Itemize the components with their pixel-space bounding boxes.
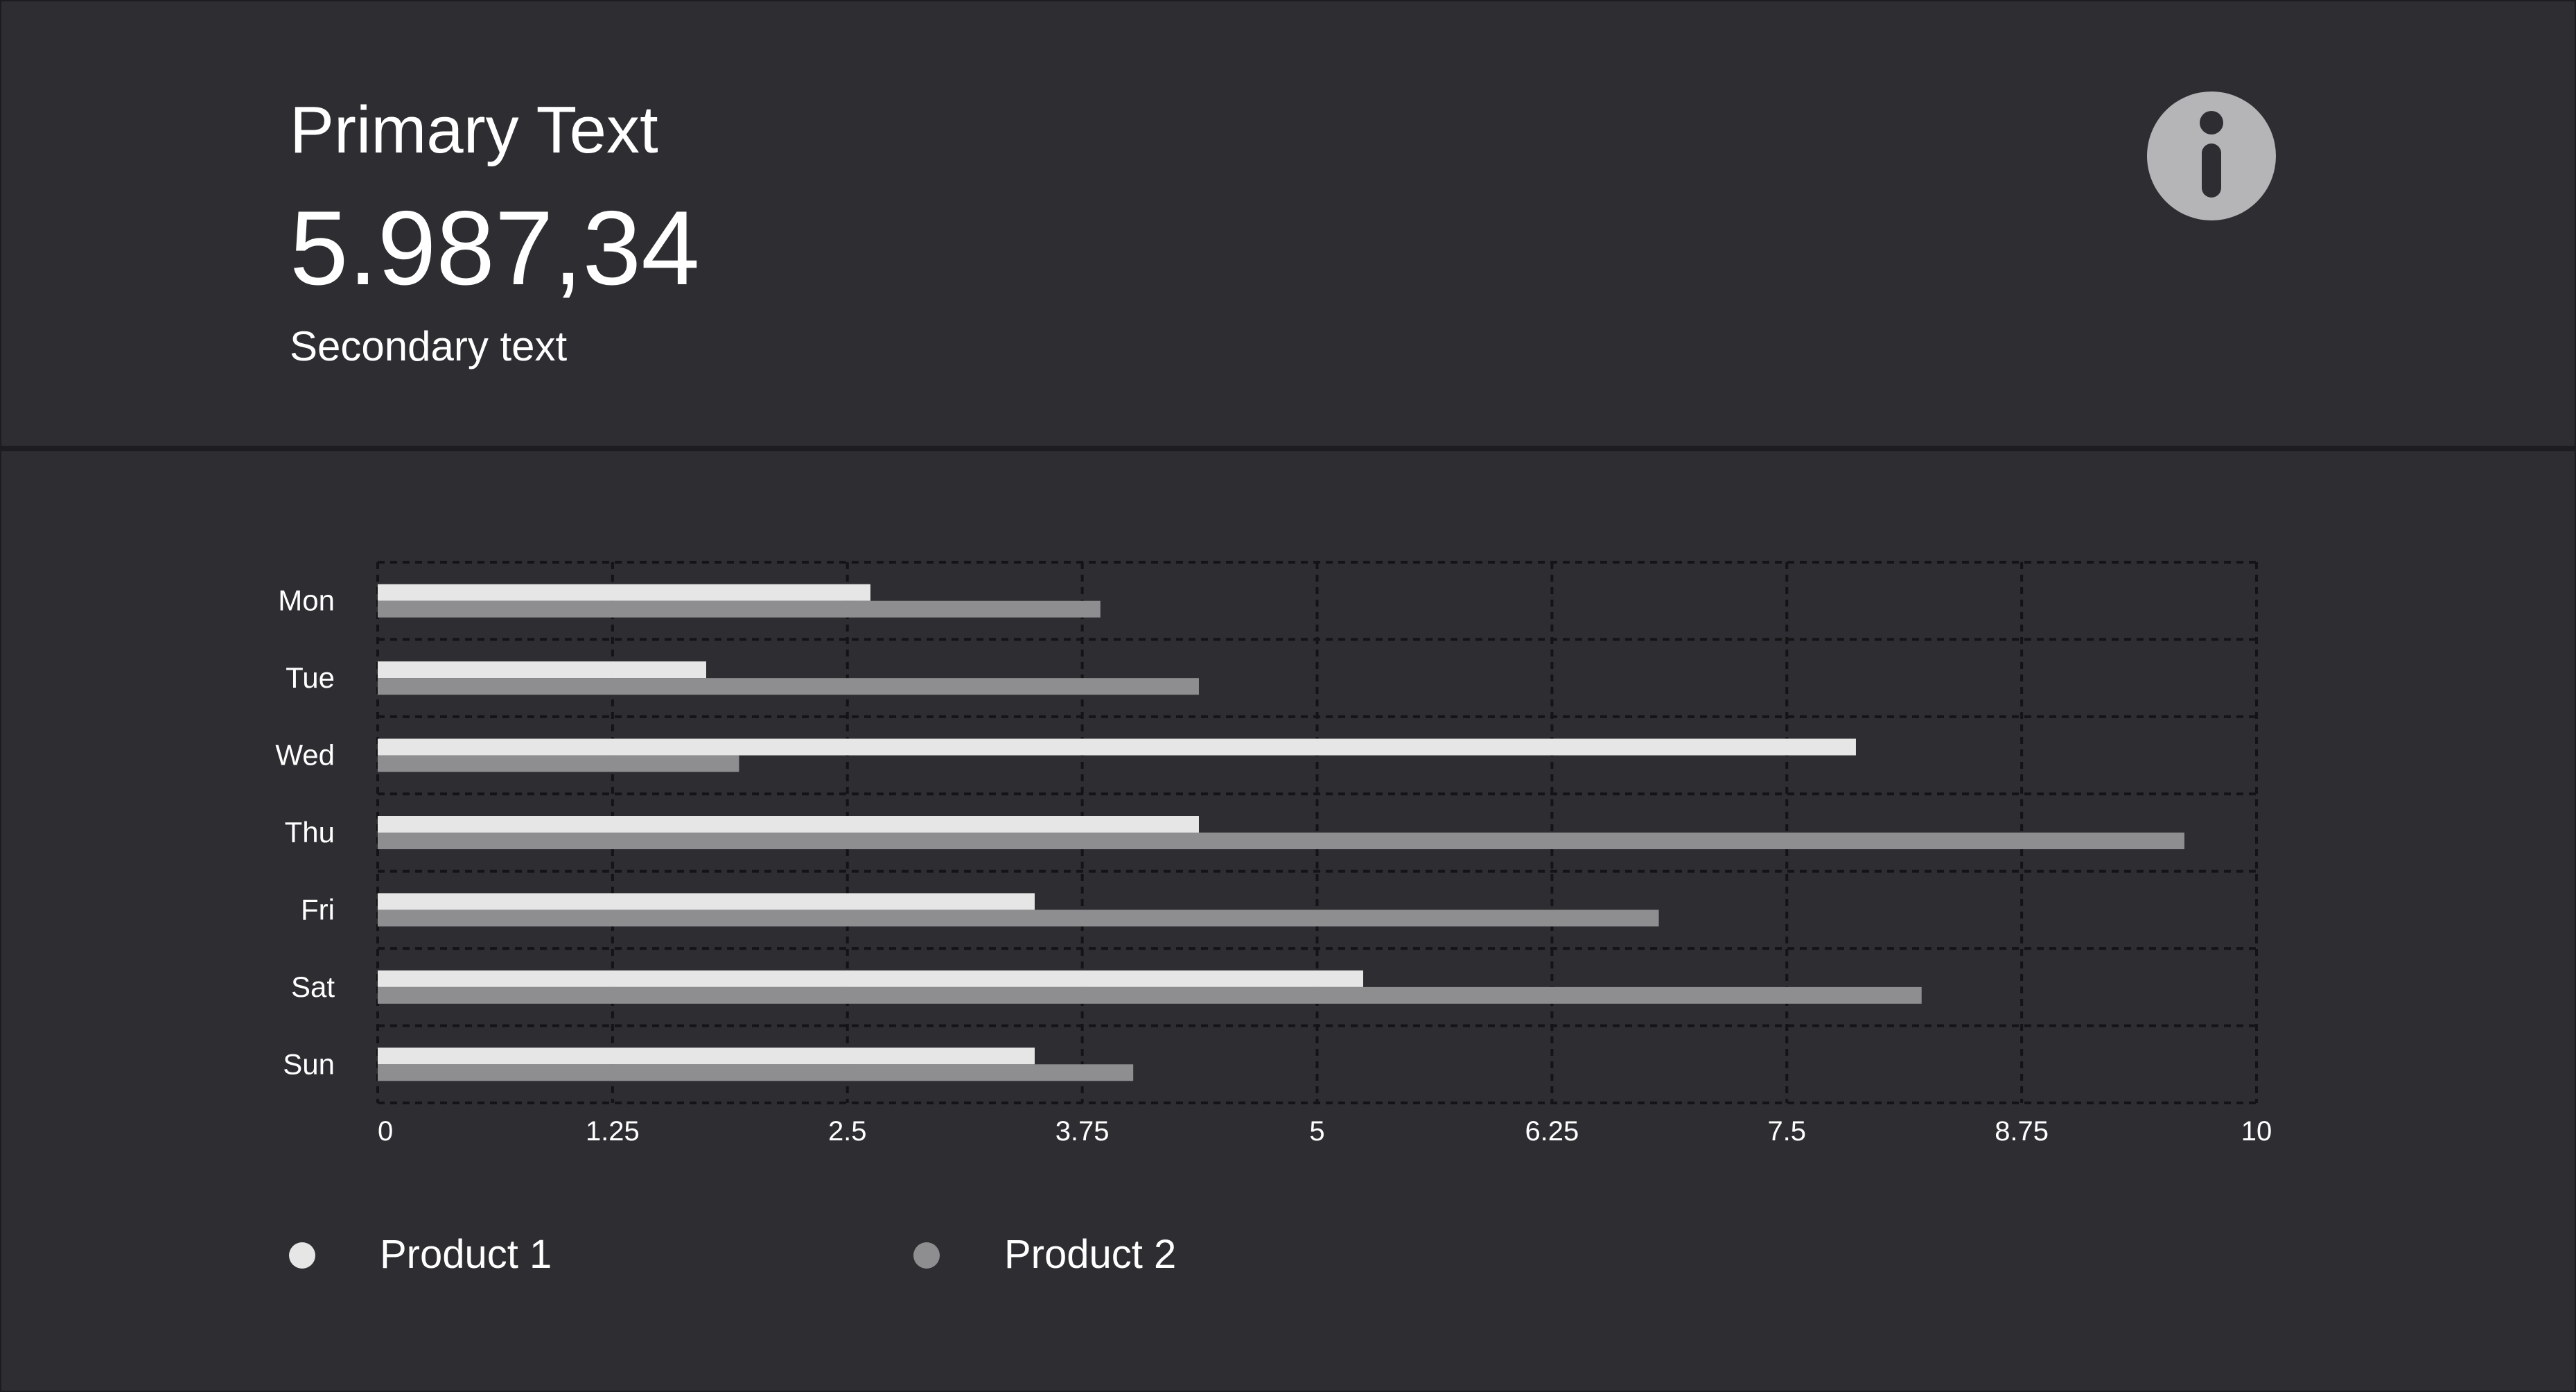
x-tick-label: 1.25 <box>586 1116 640 1147</box>
bar-product-2 <box>378 833 2184 849</box>
bar-product-2 <box>378 678 1199 695</box>
bar-product-2 <box>378 986 1922 1004</box>
main-value: 5.987,34 <box>290 189 700 307</box>
primary-text: Primary Text <box>290 93 658 167</box>
y-tick-label: Fri <box>301 893 335 925</box>
y-tick-label: Mon <box>278 584 335 617</box>
y-tick-label: Thu <box>285 816 335 849</box>
y-tick-label: Tue <box>286 661 335 694</box>
x-tick-label: 2.5 <box>828 1116 867 1147</box>
x-tick-label: 0 <box>378 1116 393 1147</box>
bar-product-1 <box>378 1047 1035 1065</box>
x-tick-label: 10 <box>2241 1116 2272 1147</box>
info-button[interactable] <box>2147 92 2276 220</box>
bar-product-2 <box>378 600 1101 618</box>
x-tick-label: 8.75 <box>1995 1116 2049 1147</box>
header-divider <box>0 446 2576 451</box>
legend-label-product-1: Product 1 <box>380 1232 552 1277</box>
x-tick-label: 7.5 <box>1767 1116 1806 1147</box>
bar-product-1 <box>378 661 706 679</box>
card-header: Primary Text 5.987,34 Secondary text <box>0 0 2576 447</box>
x-tick-label: 6.25 <box>1525 1116 1579 1147</box>
bar-chart: Mon Tue Wed Thu Fri Sat Sun 0 1.25 2.5 3.75 5 6.25 7.… <box>0 451 2576 1392</box>
y-tick-label: Wed <box>275 739 335 772</box>
chart-legend: Product 1 Product 2 <box>0 1220 2576 1303</box>
legend-dot-product-2 <box>913 1242 940 1269</box>
bar-product-1 <box>378 738 1856 756</box>
bar-product-1 <box>378 970 1363 987</box>
bar-product-2 <box>378 755 739 772</box>
legend-label-product-2: Product 2 <box>1004 1232 1177 1277</box>
bar-product-1 <box>378 816 1199 833</box>
y-tick-label: Sat <box>291 971 335 1003</box>
x-tick-label: 3.75 <box>1055 1116 1110 1147</box>
info-icon <box>2200 111 2223 198</box>
secondary-text: Secondary text <box>290 323 568 369</box>
x-tick-label: 5 <box>1309 1116 1324 1147</box>
bar-product-2 <box>378 1064 1134 1081</box>
bar-product-1 <box>378 584 870 601</box>
legend-dot-product-1 <box>289 1242 315 1269</box>
bar-product-1 <box>378 893 1035 910</box>
y-tick-label: Sun <box>283 1047 335 1080</box>
bar-product-2 <box>378 910 1659 927</box>
chart-canvas: Mon Tue Wed Thu Fri Sat Sun 0 1.25 2.5 3.75 5 6.25 7.… <box>275 561 2272 1147</box>
